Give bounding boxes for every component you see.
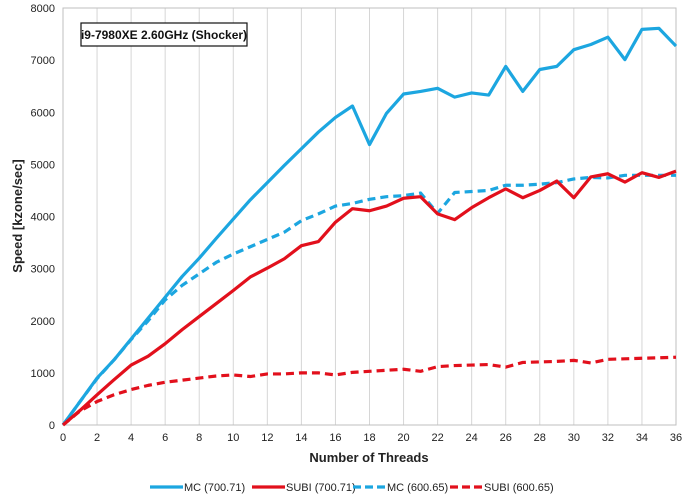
x-tick-label-2: 2	[94, 432, 100, 444]
x-tick-label-10: 10	[227, 432, 239, 444]
x-axis-title: Number of Threads	[309, 450, 428, 465]
x-tick-label-8: 8	[196, 432, 202, 444]
chart-title-box: i9-7980XE 2.60GHz (Shocker)	[80, 22, 248, 47]
plot-frame	[62, 7, 677, 426]
y-tick-label-8000: 8000	[31, 3, 55, 15]
y-tick-label-2000: 2000	[31, 316, 55, 328]
y-tick-label-1000: 1000	[31, 368, 55, 380]
x-tick-label-24: 24	[466, 432, 478, 444]
series-line-mc-700-71	[61, 26, 678, 426]
title-frame	[80, 22, 248, 47]
y-tick-label-6000: 6000	[31, 107, 55, 119]
x-tick-label-30: 30	[568, 432, 580, 444]
y-tick-label-5000: 5000	[31, 159, 55, 171]
y-axis-title: Speed [kzone/sec]	[10, 159, 25, 272]
x-tick-label-6: 6	[162, 432, 168, 444]
legend-label-1: SUBI (700.71)	[286, 482, 356, 494]
y-tick-label-4000: 4000	[31, 212, 55, 224]
x-tick-label-16: 16	[329, 432, 341, 444]
x-tick-label-32: 32	[602, 432, 614, 444]
x-tick-label-14: 14	[295, 432, 307, 444]
y-tick-label-7000: 7000	[31, 55, 55, 67]
x-tick-label-36: 36	[670, 432, 682, 444]
x-tick-label-18: 18	[363, 432, 375, 444]
legend: MC (700.71) SUBI (700.71) MC (600.65) SUBI …	[150, 482, 554, 494]
x-tick-label-28: 28	[534, 432, 546, 444]
legend-label-2: MC (600.65)	[387, 482, 448, 494]
x-tick-label-34: 34	[636, 432, 648, 444]
legend-label-3: SUBI (600.65)	[484, 482, 554, 494]
chart-title: i9-7980XE 2.60GHz (Shocker)	[81, 28, 247, 42]
x-tick-label-4: 4	[128, 432, 134, 444]
series-line-subi-600-65	[61, 355, 677, 427]
axes: 0 2 4 6 8 10 12 14 16 18 20 22 24 26 28 30 32 34 360100020…	[31, 3, 683, 444]
x-tick-label-12: 12	[261, 432, 273, 444]
x-tick-label-0: 0	[60, 432, 66, 444]
series-line-subi-700-71	[61, 169, 677, 427]
y-tick-label-0: 0	[49, 420, 55, 432]
x-tick-label-22: 22	[431, 432, 443, 444]
legend-label-0: MC (700.71)	[184, 482, 245, 494]
series-line-mc-600-65	[61, 173, 676, 426]
series-lines	[61, 26, 678, 427]
y-tick-label-3000: 3000	[31, 264, 55, 276]
x-tick-label-20: 20	[397, 432, 409, 444]
x-tick-label-26: 26	[500, 432, 512, 444]
